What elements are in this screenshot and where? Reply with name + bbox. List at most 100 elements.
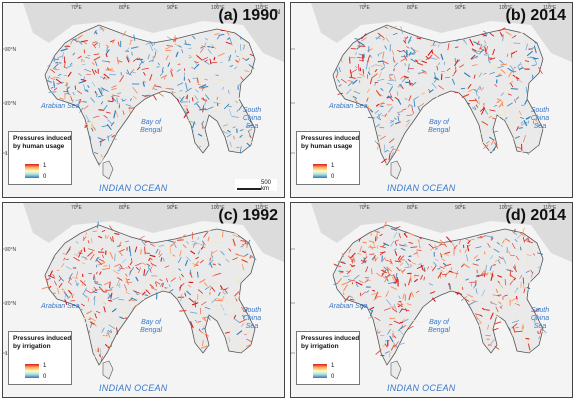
river-segment [224, 290, 228, 294]
river-segment [60, 48, 68, 52]
river-segment [480, 107, 485, 112]
river-segment [461, 277, 466, 281]
indian-ocean-label: INDIAN OCEAN [99, 183, 168, 193]
river-segment [439, 266, 445, 269]
river-segment [172, 38, 178, 42]
river-segment [511, 323, 518, 329]
river-segment [186, 108, 190, 114]
river-segment [418, 263, 422, 265]
river-segment [367, 71, 371, 76]
river-segment [355, 283, 359, 288]
river-segment [82, 316, 90, 320]
river-segment [335, 67, 339, 74]
river-segment [69, 93, 73, 102]
river-segment [149, 284, 154, 289]
river-segment [541, 328, 547, 334]
river-segment [192, 35, 196, 40]
river-segment [465, 254, 469, 262]
river-segment [239, 134, 243, 138]
river-segment [83, 84, 86, 92]
river-segment [410, 274, 412, 283]
river-segment [513, 35, 517, 37]
river-segment [196, 80, 199, 83]
river-segment [357, 40, 365, 46]
river-segment [524, 40, 528, 45]
river-segment [101, 125, 109, 128]
river-segment [406, 46, 410, 49]
river-segment [509, 259, 516, 264]
river-segment [462, 54, 469, 57]
river-segment [82, 236, 87, 242]
river-segment [50, 86, 54, 89]
river-segment [334, 264, 342, 268]
river-segment [201, 86, 209, 89]
river-segment [452, 70, 457, 77]
river-segment [65, 64, 73, 69]
river-segment [523, 68, 526, 72]
river-segment [509, 274, 516, 279]
river-segment [516, 146, 522, 149]
river-segment [195, 54, 202, 60]
river-segment [393, 231, 398, 239]
river-segment [498, 301, 502, 305]
river-segment [106, 46, 109, 52]
river-segment [57, 73, 62, 76]
river-segment [498, 256, 503, 260]
river-segment [88, 248, 95, 251]
lon-tick: 90°E [167, 5, 178, 11]
river-segment [119, 103, 127, 106]
river-segment [503, 117, 508, 122]
river-segment [197, 289, 204, 294]
river-segment [472, 263, 479, 266]
river-segment [66, 86, 70, 90]
river-segment [204, 88, 208, 94]
river-segment [41, 286, 50, 290]
river-segment [518, 79, 523, 83]
river-segment [400, 58, 405, 62]
river-segment [205, 333, 210, 337]
river-segment [48, 275, 55, 279]
river-segment [197, 237, 199, 240]
river-segment [477, 317, 481, 322]
arabian-sea-label: Arabian Sea [41, 103, 80, 110]
lon-tick: 110°E [255, 5, 269, 11]
river-segment [438, 85, 444, 90]
river-segment [515, 248, 521, 252]
river-segment [125, 277, 129, 286]
map-svg [291, 203, 572, 397]
river-segment [233, 135, 235, 140]
river-segment [496, 276, 499, 279]
river-segment [389, 93, 393, 98]
river-segment [169, 241, 177, 248]
river-segment [440, 269, 444, 272]
river-segment [381, 158, 387, 164]
river-segment [441, 71, 446, 73]
river-segment [463, 38, 468, 45]
river-segment [522, 227, 525, 235]
river-segment [129, 267, 134, 274]
river-segment [483, 30, 488, 34]
river-segment [48, 275, 51, 280]
river-segment [46, 278, 51, 281]
river-segment [218, 33, 225, 36]
river-segment [105, 49, 110, 55]
river-segment [149, 60, 154, 62]
river-segment [116, 97, 119, 105]
river-segment [204, 78, 208, 81]
river-segment [217, 52, 225, 57]
river-segment [399, 325, 407, 330]
river-segment [514, 238, 518, 243]
river-segment [525, 337, 532, 344]
river-segment [132, 304, 137, 310]
river-segment [369, 78, 373, 85]
river-segment [228, 336, 230, 343]
river-segment [202, 240, 205, 246]
river-segment [417, 62, 424, 66]
river-segment [524, 99, 528, 105]
river-segment [161, 67, 164, 73]
river-segment [405, 123, 409, 127]
river-segment [440, 242, 443, 246]
river-segment [431, 50, 434, 54]
river-segment [479, 50, 483, 54]
river-segment [375, 257, 379, 261]
